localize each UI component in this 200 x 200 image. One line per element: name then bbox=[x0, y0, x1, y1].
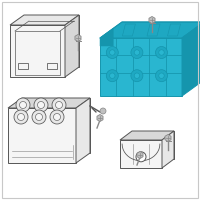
Polygon shape bbox=[120, 140, 162, 168]
Polygon shape bbox=[137, 152, 143, 158]
Polygon shape bbox=[147, 24, 160, 36]
Polygon shape bbox=[65, 15, 79, 77]
Polygon shape bbox=[149, 17, 155, 23]
Circle shape bbox=[14, 110, 28, 124]
Polygon shape bbox=[8, 108, 76, 163]
Polygon shape bbox=[8, 98, 90, 108]
Circle shape bbox=[156, 46, 168, 58]
Circle shape bbox=[156, 70, 168, 82]
Circle shape bbox=[106, 70, 118, 82]
Polygon shape bbox=[100, 28, 113, 46]
Circle shape bbox=[134, 73, 140, 78]
Polygon shape bbox=[76, 98, 90, 163]
Polygon shape bbox=[182, 22, 200, 96]
Circle shape bbox=[136, 152, 146, 162]
Polygon shape bbox=[100, 38, 182, 96]
Circle shape bbox=[34, 98, 48, 112]
Polygon shape bbox=[24, 15, 79, 67]
Circle shape bbox=[131, 46, 143, 58]
Circle shape bbox=[131, 70, 143, 82]
Circle shape bbox=[32, 110, 46, 124]
Polygon shape bbox=[100, 22, 200, 38]
Circle shape bbox=[159, 50, 164, 55]
Circle shape bbox=[50, 110, 64, 124]
Circle shape bbox=[134, 50, 140, 55]
Polygon shape bbox=[162, 131, 174, 168]
Circle shape bbox=[18, 114, 24, 120]
Polygon shape bbox=[22, 98, 90, 153]
Polygon shape bbox=[168, 24, 180, 36]
Circle shape bbox=[38, 102, 44, 108]
Circle shape bbox=[110, 50, 115, 55]
Circle shape bbox=[54, 114, 60, 120]
Polygon shape bbox=[10, 15, 79, 25]
Circle shape bbox=[36, 114, 42, 120]
Polygon shape bbox=[10, 25, 65, 77]
Polygon shape bbox=[122, 24, 135, 36]
Circle shape bbox=[159, 73, 164, 78]
Polygon shape bbox=[132, 131, 174, 159]
Polygon shape bbox=[165, 134, 171, 142]
Circle shape bbox=[20, 102, 26, 108]
Polygon shape bbox=[120, 131, 174, 140]
Circle shape bbox=[16, 98, 30, 112]
Circle shape bbox=[110, 73, 115, 78]
Circle shape bbox=[100, 108, 106, 114]
Circle shape bbox=[52, 98, 66, 112]
Polygon shape bbox=[97, 114, 103, 121]
Circle shape bbox=[56, 102, 62, 108]
Circle shape bbox=[106, 46, 118, 58]
Polygon shape bbox=[75, 34, 81, 42]
